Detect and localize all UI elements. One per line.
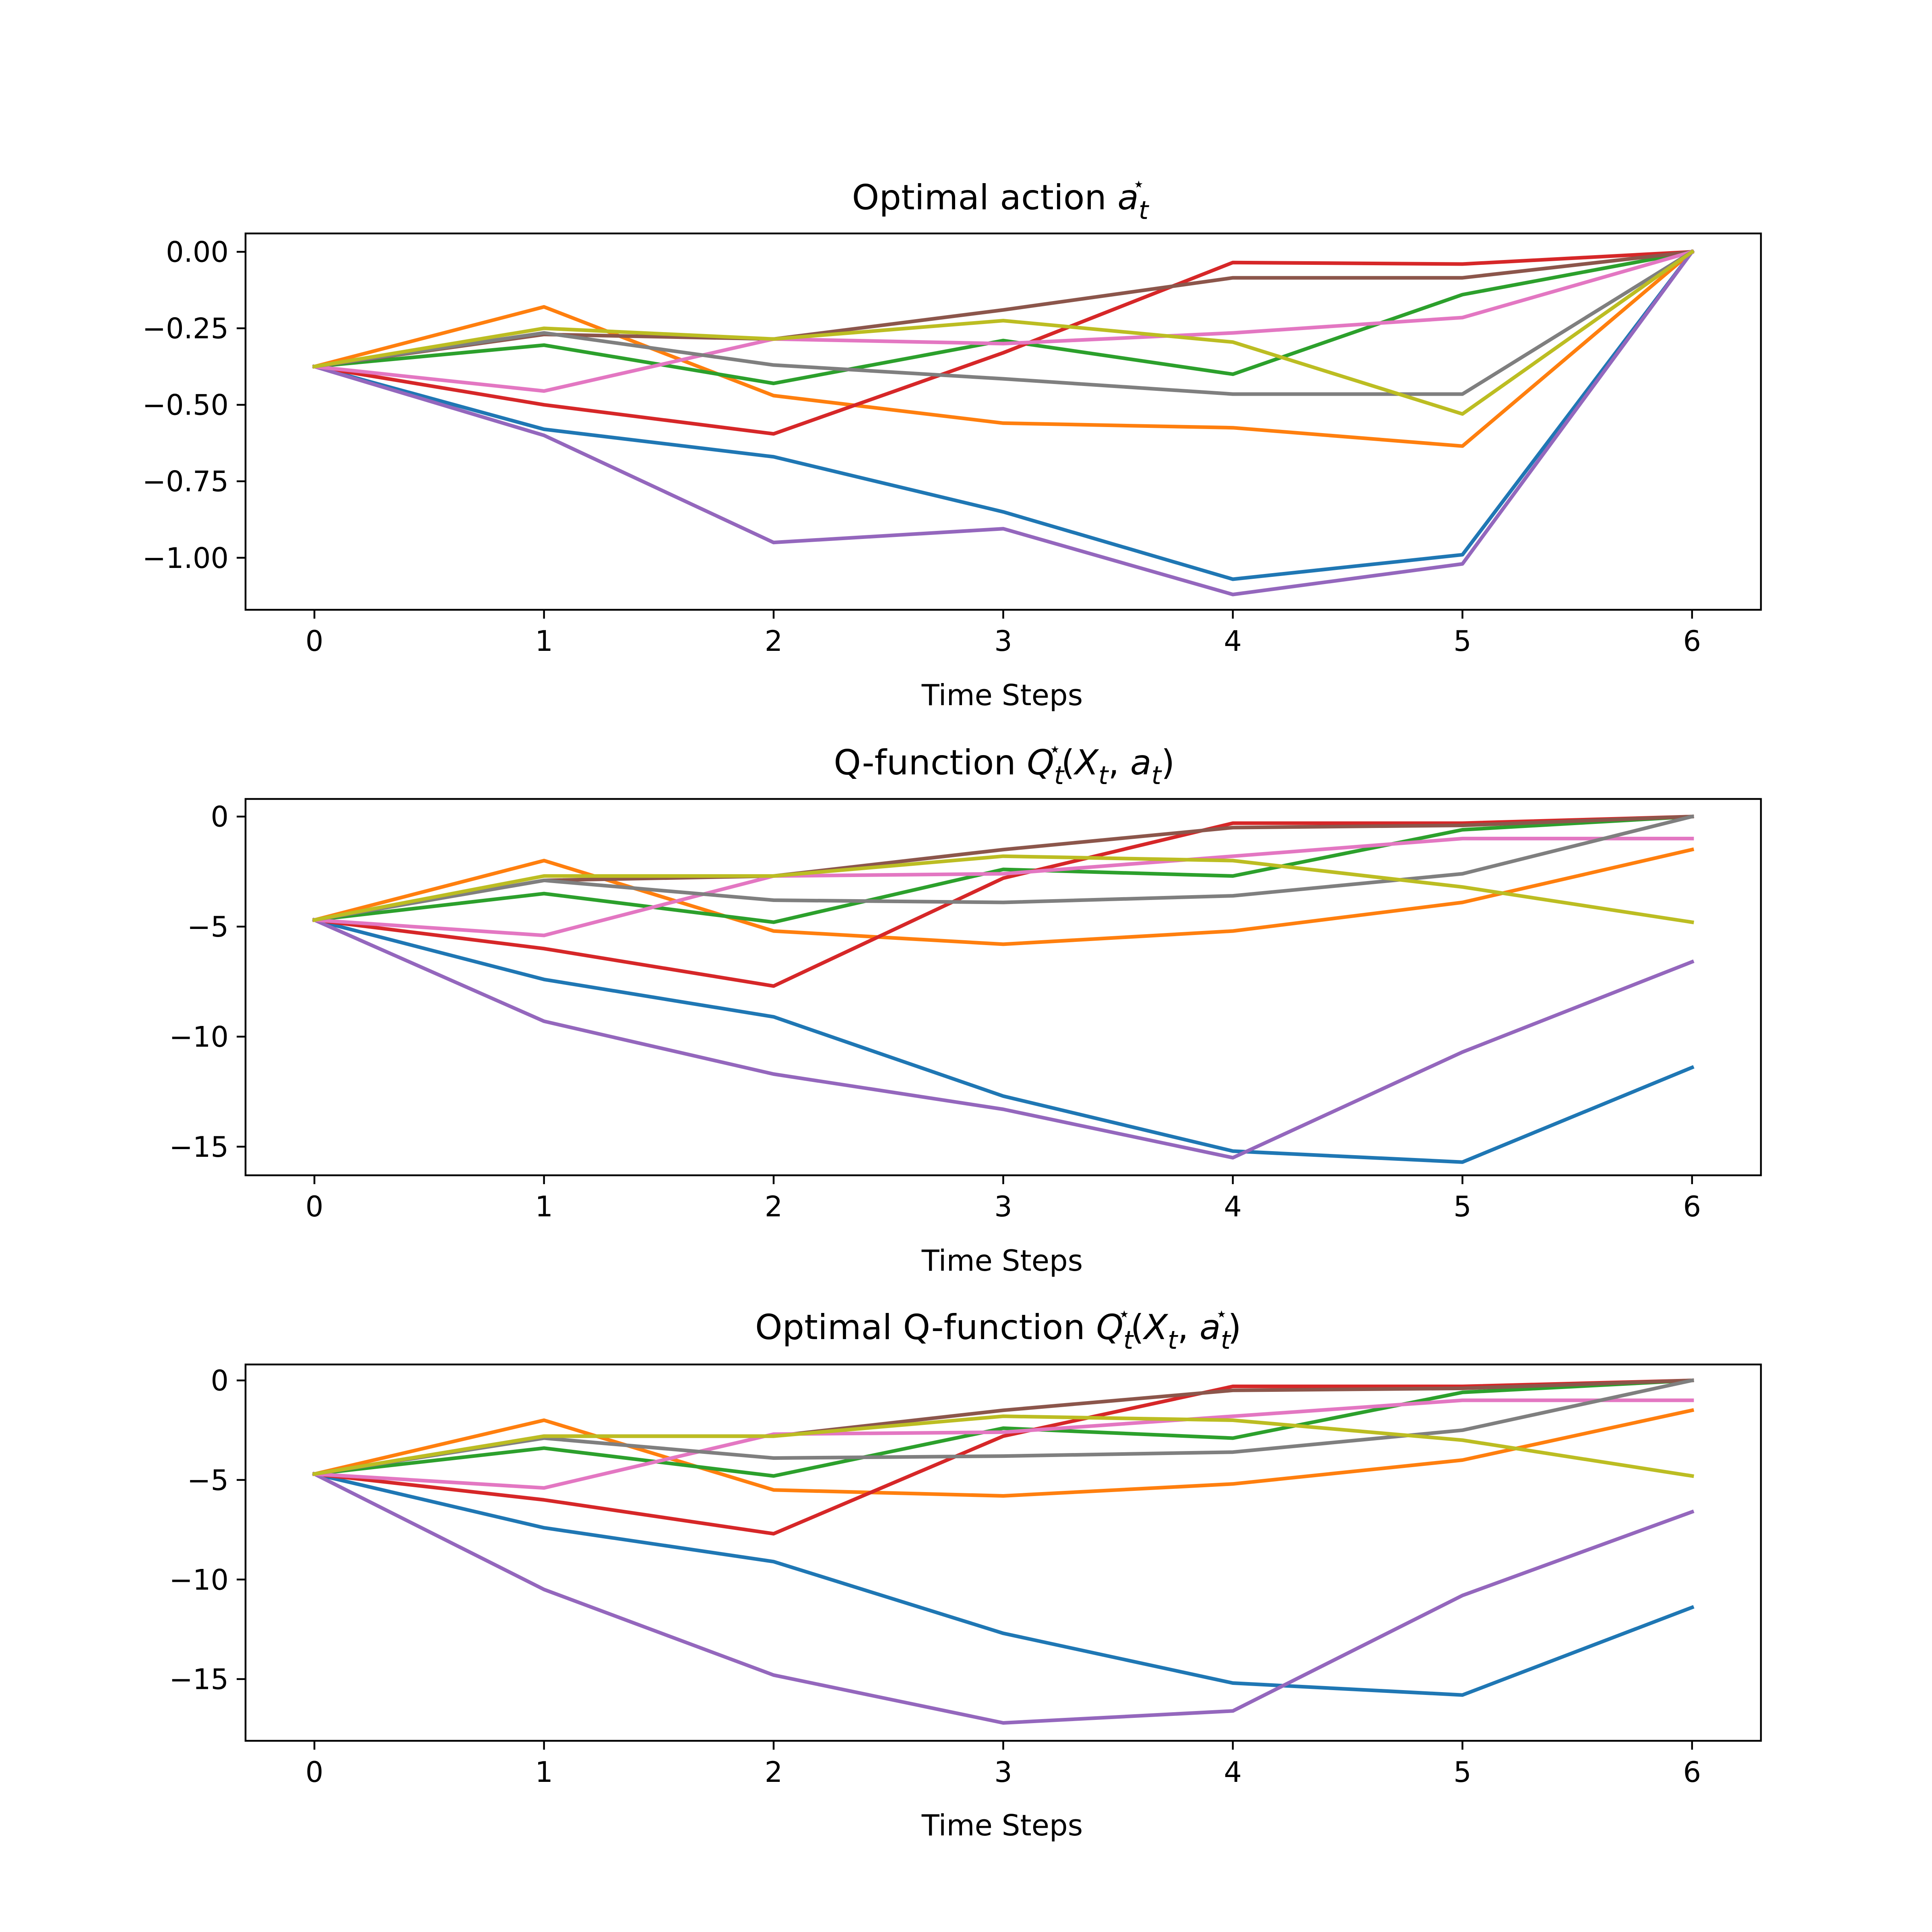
panel-1-y-tick-label: −0.75	[142, 465, 229, 498]
panel-1-y-tick-label: 0.00	[166, 236, 229, 269]
panel-3-plot: 0 1 2 3 4 5 6 0 −5 −10 −15	[169, 1363, 1762, 1789]
panel-3-x-tick-label: 4	[1224, 1756, 1242, 1789]
panel-3-series-line-4	[312, 1378, 1694, 1536]
panel-1-title: Optimal action at⋆	[852, 172, 1150, 225]
panel-2-title-math-sub-t2: t	[1098, 761, 1109, 790]
panel-1-plot: 0 1 2 3 4 5 6 0.00 −0.25 −0.50 −0.75 −1.00	[142, 232, 1762, 658]
panel-1-series-line-2	[312, 249, 1695, 448]
panel-3-x-tick-label: 0	[305, 1756, 324, 1789]
panel-1-series-line-1	[312, 249, 1695, 581]
panel-3-title-math-sub-t2: t	[1168, 1325, 1179, 1355]
panel-3-xlabel: Time Steps	[921, 1808, 1083, 1842]
panel-3-y-tick-label: −10	[169, 1563, 229, 1596]
panel-2-y-tick-label: −5	[187, 910, 229, 943]
panel-2-title-math-comma: ,	[1108, 743, 1130, 783]
panel-3-title: Optimal Q-function Qt⋆(Xt, at⋆)	[755, 1302, 1241, 1355]
panel-3-title-math-sup-star: ⋆	[1118, 1302, 1130, 1325]
panel-3-series-line-3	[312, 1378, 1694, 1478]
panel-2-series-line-8	[312, 814, 1695, 922]
panel-2-series-line-5	[312, 917, 1695, 1160]
panel-1-x-tick-label: 6	[1683, 625, 1701, 658]
panel-3-title-math-open: (	[1131, 1307, 1144, 1348]
panel-2-title-math-close: )	[1161, 743, 1175, 783]
panel-2-title-math-Q: Q	[1027, 743, 1054, 783]
panel-3-series-line-5	[312, 1472, 1695, 1725]
panel-3-title-math-sub-t3: t	[1221, 1325, 1232, 1355]
panel-2-series-line-4	[312, 815, 1694, 988]
panel-2-x-tick-label: 6	[1683, 1190, 1701, 1223]
panel-2-series-line-2	[312, 847, 1695, 946]
panel-1-x-tick-label: 3	[994, 625, 1012, 658]
panel-2-title: Q-function Qt⋆(Xt, at)	[834, 737, 1174, 790]
panel-2-plot: 0 1 2 3 4 5 6 0 −5 −10 −15	[169, 798, 1762, 1223]
panel-3-x-tick-label: 2	[765, 1756, 783, 1789]
panel-1-xlabel: Time Steps	[921, 678, 1083, 712]
panel-3-title-math-sup-star2: ⋆	[1215, 1302, 1228, 1325]
panel-3-series-line-8	[312, 1378, 1695, 1476]
panel-3-y-tick-label: −15	[169, 1663, 229, 1696]
panel-1-series-line-3	[312, 250, 1695, 385]
panel-2-title-math-X: X	[1073, 743, 1099, 783]
panel-1-series-line-4	[312, 250, 1694, 436]
panel-3-title-main: Optimal Q-function	[755, 1307, 1096, 1348]
panel-2-x-tick-label: 0	[305, 1190, 324, 1223]
panel-2-title-math-sub-t: t	[1054, 761, 1065, 790]
panel-1-title-math-var: a	[1117, 178, 1139, 218]
panel-3-title-math-close: )	[1228, 1307, 1241, 1348]
panel-2-title-math-sup-star: ⋆	[1049, 737, 1061, 761]
panel-2-title-math-sub-t3: t	[1152, 761, 1162, 790]
panel-3-series-line-9	[312, 1414, 1695, 1478]
panel-1-title-main: Optimal action	[852, 178, 1118, 218]
panel-3-series-line-7	[312, 1398, 1694, 1490]
panel-2-xlabel: Time Steps	[921, 1244, 1083, 1278]
panel-2-y-tick-label: −15	[169, 1131, 229, 1164]
panel-3-series-line-2	[312, 1408, 1695, 1498]
panel-2-series-line-9	[312, 854, 1695, 925]
panel-2-title-main: Q-function	[834, 743, 1027, 783]
panel-1-x-tick-label: 2	[765, 625, 783, 658]
panel-2-series-line-7	[312, 836, 1694, 937]
panel-2-title-math-open: (	[1061, 743, 1075, 783]
panel-3-x-tick-label: 5	[1453, 1756, 1472, 1789]
panel-1-x-tick-label: 1	[535, 625, 553, 658]
panel-3-series-line-1	[312, 1472, 1695, 1697]
panel-1-y-tick-label: −1.00	[142, 542, 229, 575]
panel-2-title-math-a: a	[1130, 743, 1152, 783]
panel-1-title-math-sub: t	[1139, 196, 1150, 225]
panel-1-x-tick-label: 5	[1453, 625, 1472, 658]
panel-1-series-line-8	[312, 249, 1695, 396]
panel-2-x-tick-label: 3	[994, 1190, 1012, 1223]
panel-3-x-tick-label: 1	[535, 1756, 553, 1789]
panel-3-y-tick-label: −5	[187, 1464, 229, 1497]
panel-1-x-tick-label: 0	[305, 625, 324, 658]
panel-2-series-line-3	[312, 814, 1694, 924]
panel-3-y-tick-label: 0	[211, 1364, 229, 1397]
panel-3-title-math-a: a	[1199, 1307, 1221, 1348]
panel-optimal-q-function: Optimal Q-function Qt⋆(Xt, at⋆) 0 1 2 3 4 5 60…	[169, 1302, 1762, 1842]
panel-2-x-tick-label: 2	[765, 1190, 783, 1223]
panel-1-y-tick-label: −0.50	[142, 389, 229, 422]
panel-optimal-action: Optimal action at⋆ 0 1 2 3 4 5 6 0.00 −0.25 −0.50…	[142, 172, 1762, 712]
panel-1-series-line-9	[312, 249, 1695, 416]
panel-q-function: Q-function Qt⋆(Xt, at) 0 1 2 3 4 5 60−5−10−15 …	[169, 737, 1762, 1278]
panel-3-title-math-comma: ,	[1177, 1307, 1199, 1348]
panel-3-title-math-X: X	[1142, 1307, 1168, 1348]
panel-2-y-tick-label: −10	[169, 1021, 229, 1054]
panel-3-title-math-Q: Q	[1096, 1307, 1123, 1348]
panel-3-title-math-sub-t: t	[1123, 1325, 1134, 1355]
panel-2-y-tick-label: 0	[211, 801, 229, 834]
panel-2-x-tick-label: 1	[535, 1190, 553, 1223]
panel-2-x-tick-label: 4	[1224, 1190, 1242, 1223]
panel-1-series-line-7	[312, 250, 1695, 393]
panel-2-series-line-1	[312, 918, 1695, 1164]
panel-1-y-tick-label: −0.25	[142, 312, 229, 345]
panel-3-x-tick-label: 3	[994, 1756, 1012, 1789]
panel-1-series-line-5	[312, 249, 1695, 597]
panel-3-x-tick-label: 6	[1683, 1756, 1701, 1789]
panel-1-x-tick-label: 4	[1224, 625, 1242, 658]
panel-2-x-tick-label: 5	[1453, 1190, 1472, 1223]
panel-1-title-math-sup: ⋆	[1132, 172, 1145, 196]
